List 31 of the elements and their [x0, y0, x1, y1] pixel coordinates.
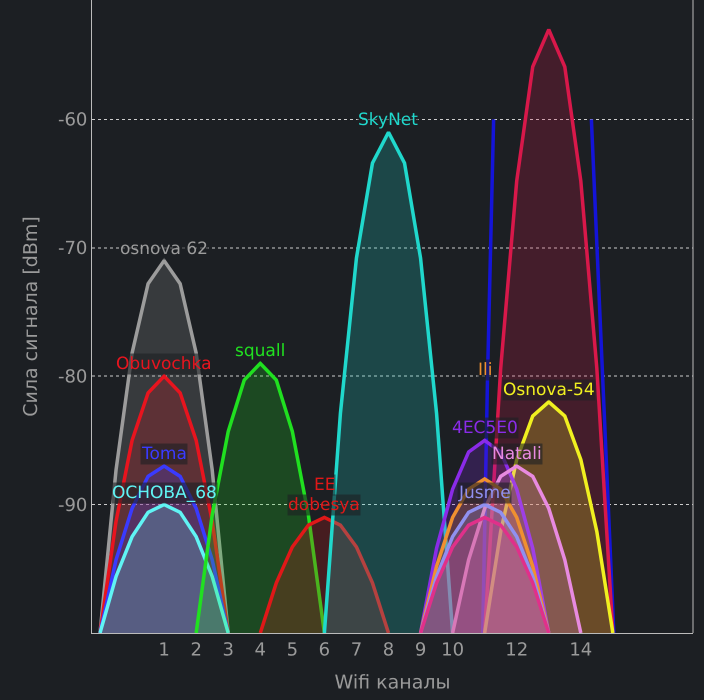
- series-label: squall: [235, 341, 286, 361]
- series-label: dobesya: [288, 495, 360, 515]
- series-label: Toma: [141, 444, 187, 464]
- series-label: Osnova-54: [503, 380, 595, 400]
- series-label: Natali: [492, 444, 542, 464]
- x-tick-label: 2: [190, 640, 202, 661]
- x-tick-label: 14: [569, 640, 592, 661]
- y-tick-label: -80: [58, 366, 88, 388]
- x-tick-label: 6: [318, 640, 330, 661]
- x-tick-label: 7: [350, 640, 362, 661]
- series-label: SkyNet: [358, 110, 418, 130]
- x-axis-title: Wifi каналы: [334, 671, 450, 694]
- y-tick-label: -90: [58, 494, 88, 516]
- x-tick-label: 4: [254, 640, 266, 661]
- x-tick-label: 12: [505, 640, 528, 661]
- y-axis-title: Сила сигнала [dBm]: [20, 216, 42, 417]
- text: Ili: [478, 360, 492, 380]
- x-tick-label: 1: [158, 640, 170, 661]
- series-label: OCHOBA_68: [112, 483, 217, 503]
- x-tick-label: 8: [382, 640, 394, 661]
- series-label: osnova 62: [120, 239, 208, 259]
- x-tick-label: 9: [414, 640, 426, 661]
- annotation: EE: [314, 475, 336, 495]
- x-tick-label: 10: [441, 640, 464, 661]
- series-label: Jusme: [458, 483, 511, 503]
- x-tick-label: 3: [222, 640, 234, 661]
- series-label: 4EC5E0: [452, 418, 518, 438]
- y-tick-label: -70: [58, 238, 88, 260]
- y-tick-label: -60: [58, 110, 88, 131]
- series-label: Obuvochka: [116, 354, 212, 374]
- x-tick-label: 5: [286, 640, 298, 661]
